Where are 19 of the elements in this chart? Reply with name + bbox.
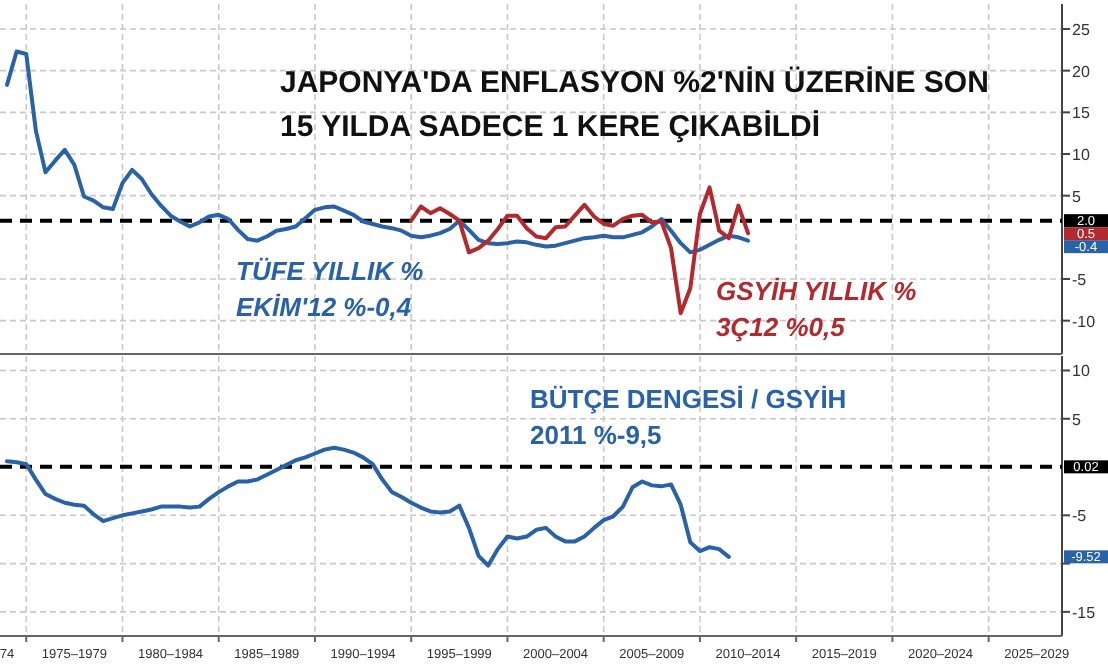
text: BÜTÇE DENGESİ / GSYİH xyxy=(530,384,847,414)
y-tick-label: 25 xyxy=(1072,21,1091,39)
annotation: 3Ç12 %0,5 xyxy=(716,312,847,342)
y-tick-label: -5 xyxy=(1072,507,1088,526)
y-tick-label: 10 xyxy=(1072,362,1091,381)
line-series xyxy=(5,445,731,568)
y-tick-label: 15 xyxy=(1072,104,1091,123)
series-label: TÜFE YILLIK % xyxy=(236,256,425,286)
y-tick-label: 5 xyxy=(1072,410,1082,429)
series-label: GSYİH YILLIK % xyxy=(716,276,918,306)
y-tick-label: -5 xyxy=(1072,271,1088,289)
y-tick-label: -15 xyxy=(1072,603,1097,622)
y-tick-label: 10 xyxy=(1072,146,1091,164)
y-tick-label: 20 xyxy=(1072,62,1091,81)
annotation: 2011 %-9,5 xyxy=(530,420,662,450)
annotation: EKİM'12 %-0,4 xyxy=(236,292,413,322)
y-tick-label: 5 xyxy=(1072,187,1082,206)
text: JAPONYA'DA ENFLASYON %2'NİN ÜZERİNE SON 15 YILDA SADECE 1 KERE ÇIKABİLDİ xyxy=(280,66,989,144)
y-tick-label: -10 xyxy=(1072,312,1097,331)
